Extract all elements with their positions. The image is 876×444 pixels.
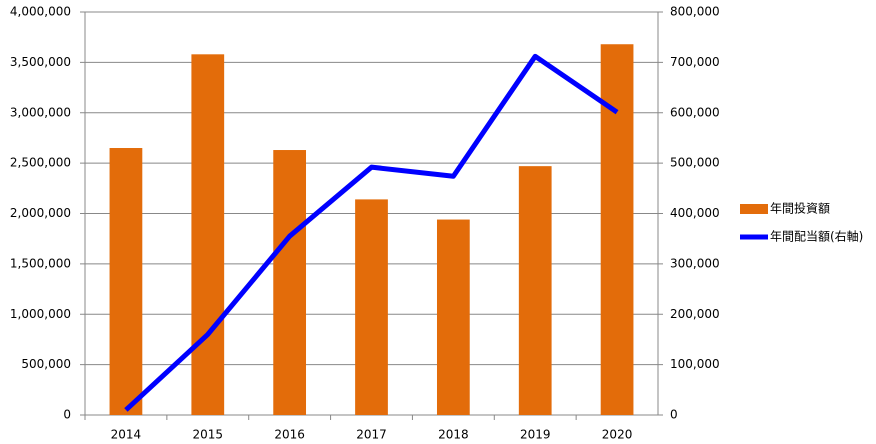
legend-label: 年間投資額 bbox=[770, 201, 830, 216]
x-tick-label: 2014 bbox=[111, 428, 142, 442]
x-tick-label: 2016 bbox=[274, 428, 305, 442]
y2-tick-label: 200,000 bbox=[670, 307, 720, 321]
y-tick-label: 0 bbox=[63, 408, 71, 422]
y-tick-label: 3,500,000 bbox=[10, 55, 71, 69]
y-tick-label: 4,000,000 bbox=[10, 5, 71, 19]
bar bbox=[355, 199, 388, 415]
y-tick-label: 2,500,000 bbox=[10, 156, 71, 170]
x-tick-label: 2015 bbox=[193, 428, 224, 442]
y2-tick-label: 400,000 bbox=[670, 206, 720, 220]
legend-label: 年間配当額(右軸) bbox=[770, 229, 863, 244]
y-tick-label: 2,000,000 bbox=[10, 206, 71, 220]
bar bbox=[518, 166, 552, 415]
y-tick-label: 1,500,000 bbox=[10, 256, 71, 270]
y2-tick-label: 800,000 bbox=[670, 5, 720, 19]
y2-tick-label: 100,000 bbox=[670, 357, 720, 371]
bar bbox=[436, 219, 470, 415]
legend-swatch bbox=[740, 204, 768, 214]
y-tick-label: 3,000,000 bbox=[10, 105, 71, 119]
x-tick-label: 2018 bbox=[438, 428, 469, 442]
y2-tick-label: 500,000 bbox=[670, 156, 720, 170]
bar bbox=[273, 150, 307, 415]
y-tick-label: 500,000 bbox=[21, 357, 71, 371]
line bbox=[124, 53, 619, 412]
y2-tick-label: 600,000 bbox=[670, 105, 720, 119]
y2-tick-label: 700,000 bbox=[670, 55, 720, 69]
bar bbox=[109, 148, 143, 415]
x-tick-label: 2017 bbox=[356, 428, 387, 442]
x-tick-label: 2019 bbox=[520, 428, 551, 442]
y2-tick-label: 300,000 bbox=[670, 256, 720, 270]
bar bbox=[600, 44, 634, 416]
y2-tick-label: 0 bbox=[670, 408, 678, 422]
bar bbox=[191, 54, 225, 415]
y-tick-label: 1,000,000 bbox=[10, 307, 71, 321]
x-tick-label: 2020 bbox=[602, 428, 633, 442]
